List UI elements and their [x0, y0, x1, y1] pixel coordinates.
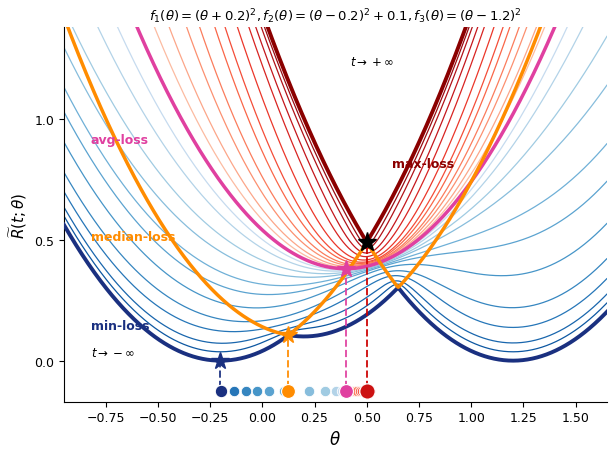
X-axis label: $\theta$: $\theta$ [330, 430, 341, 448]
Y-axis label: $\widetilde{R}(t; \theta)$: $\widetilde{R}(t; \theta)$ [7, 192, 28, 238]
Text: median-loss: median-loss [91, 230, 176, 243]
Text: min-loss: min-loss [91, 319, 149, 333]
Title: $f_1(\theta) = (\theta + 0.2)^2, f_2(\theta) = (\theta - 0.2)^2 + 0.1, f_3(\thet: $f_1(\theta) = (\theta + 0.2)^2, f_2(\th… [149, 7, 522, 25]
Text: max-loss: max-loss [392, 158, 454, 171]
Text: $t \to +\infty$: $t \to +\infty$ [350, 56, 394, 69]
Text: $t \to -\infty$: $t \to -\infty$ [91, 346, 135, 359]
Text: avg-loss: avg-loss [91, 134, 149, 147]
